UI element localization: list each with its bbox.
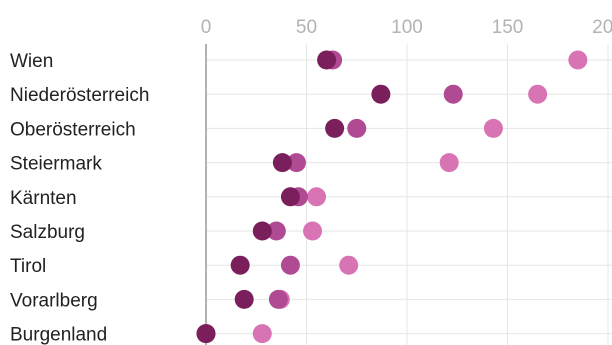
data-point bbox=[231, 256, 250, 275]
x-tick-label: 100 bbox=[391, 17, 423, 38]
data-point bbox=[568, 51, 587, 70]
data-point bbox=[440, 153, 459, 172]
data-point bbox=[528, 85, 547, 104]
data-point bbox=[253, 324, 272, 343]
data-point bbox=[444, 85, 463, 104]
data-point bbox=[347, 119, 366, 138]
data-point bbox=[253, 222, 272, 241]
data-point bbox=[339, 256, 358, 275]
data-point bbox=[371, 85, 390, 104]
x-tick-label: 0 bbox=[201, 17, 212, 38]
data-point bbox=[325, 119, 344, 138]
data-point bbox=[307, 187, 326, 206]
category-label: Tirol bbox=[10, 256, 46, 277]
data-point bbox=[317, 51, 336, 70]
data-point bbox=[269, 290, 288, 309]
category-label: Oberösterreich bbox=[10, 119, 136, 140]
category-label: Steiermark bbox=[10, 154, 102, 175]
data-point bbox=[197, 324, 216, 343]
data-point bbox=[235, 290, 254, 309]
data-point bbox=[281, 256, 300, 275]
x-tick-label: 150 bbox=[492, 17, 524, 38]
data-point bbox=[303, 222, 322, 241]
category-label: Kärnten bbox=[10, 188, 77, 209]
x-axis-ticks: 0 50 100 150 200 bbox=[201, 17, 612, 38]
category-label: Niederösterreich bbox=[10, 85, 149, 106]
category-label: Wien bbox=[10, 51, 53, 72]
category-label: Salzburg bbox=[10, 222, 85, 243]
data-point bbox=[281, 187, 300, 206]
data-point bbox=[484, 119, 503, 138]
category-label: Vorarlberg bbox=[10, 290, 98, 311]
x-tick-label: 200 bbox=[592, 17, 612, 38]
category-label: Burgenland bbox=[10, 325, 107, 345]
x-tick-label: 50 bbox=[296, 17, 317, 38]
y-axis-categories: Wien Niederösterreich Oberösterreich Steier… bbox=[10, 51, 149, 345]
grid-layer bbox=[206, 44, 612, 345]
data-point bbox=[273, 153, 292, 172]
